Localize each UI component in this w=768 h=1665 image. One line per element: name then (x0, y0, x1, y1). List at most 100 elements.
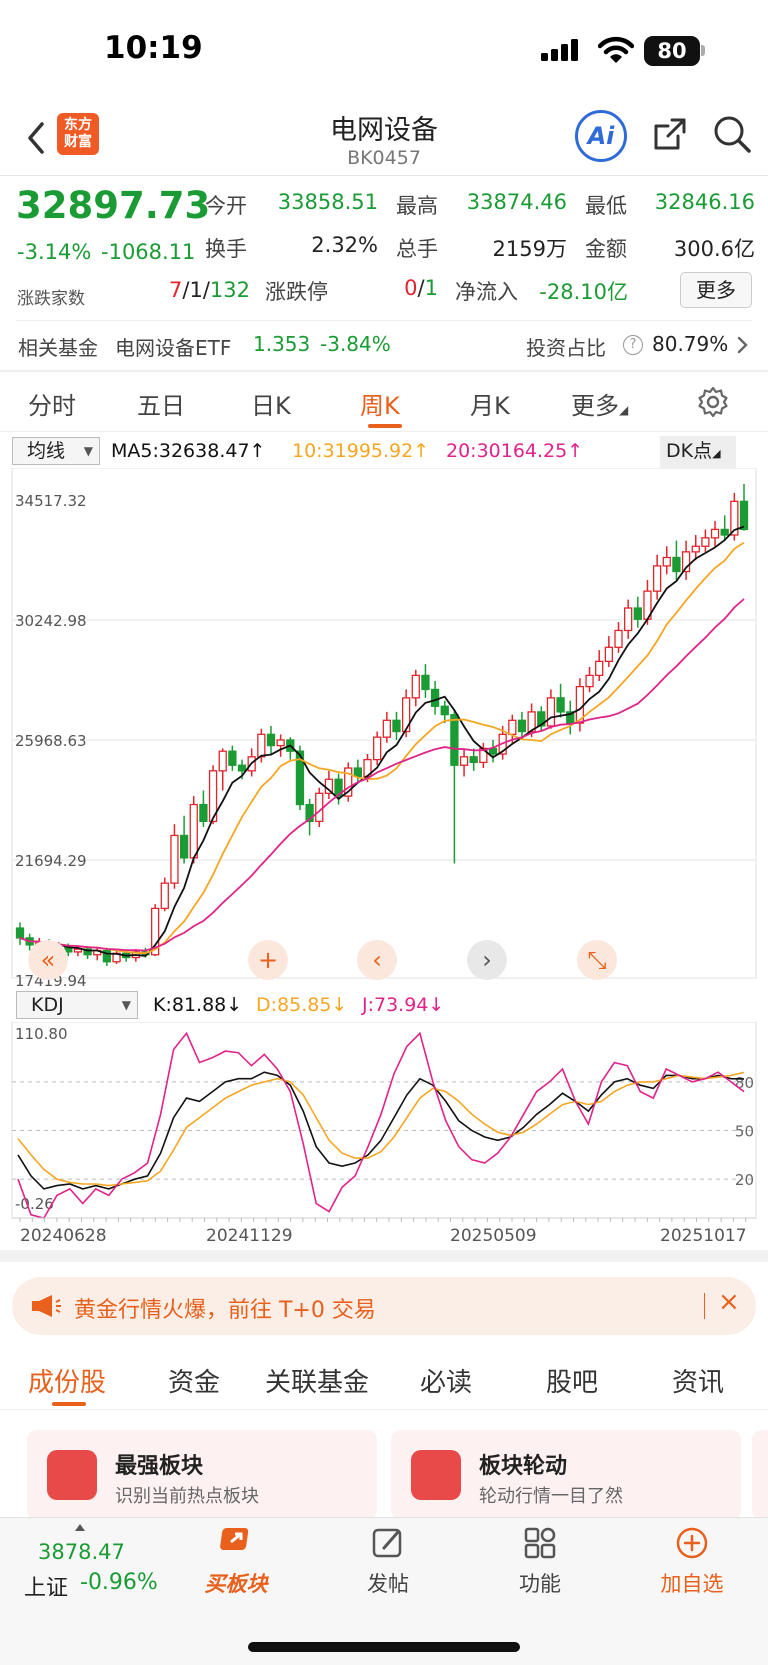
candle-body (237, 764, 247, 772)
inflow-label: 净流入 (455, 280, 518, 304)
expand-up-icon[interactable] (75, 1524, 85, 1531)
ratio-label: 投资占比 (526, 336, 606, 360)
y-tick-label: 34517.32 (15, 492, 87, 510)
tab-must-read[interactable]: 必读 (420, 1368, 473, 1398)
tab-five-day[interactable]: 五日 (137, 392, 185, 420)
post-button[interactable]: 发帖 (328, 1526, 448, 1598)
index-price: 3878.47 (38, 1540, 125, 1564)
related-fund-row[interactable]: 相关基金 电网设备ETF 1.353 -3.84% 投资占比 ? 80.79% (0, 322, 768, 368)
tab-news[interactable]: 资讯 (672, 1368, 725, 1398)
chart-control-button[interactable]: ⤡ (577, 940, 617, 980)
buy-sector-icon (220, 1528, 249, 1550)
candle-body (508, 719, 517, 735)
search-icon[interactable] (712, 114, 752, 154)
current-price: 32897.73 (16, 184, 211, 227)
tab-weekly-k[interactable]: 周K (360, 392, 400, 420)
candle-body (430, 688, 440, 707)
open-value: 33858.51 (277, 190, 378, 214)
tab-more-label: 更多 (571, 392, 619, 420)
tab-forum[interactable]: 股吧 (546, 1368, 599, 1398)
quote-panel: 32897.73 -3.14% -1068.11 涨跌家数 7/1/132 今开… (0, 178, 768, 368)
candle-body (537, 711, 546, 727)
buy-sector-button[interactable]: 买板块 (176, 1526, 296, 1598)
more-button[interactable]: 更多 (680, 272, 752, 308)
card-title: 最强板块 (115, 1454, 204, 1479)
ai-assistant-button[interactable]: Ai (575, 110, 627, 162)
dk-label: DK点 (666, 440, 713, 462)
tab-constituents[interactable]: 成份股 (28, 1368, 107, 1398)
indicator-select-kdj[interactable]: KDJ ▼ (16, 991, 138, 1019)
x-tick-label: 20251017 (660, 1226, 747, 1246)
tab-intraday[interactable]: 分时 (28, 392, 76, 420)
kdj-y-tick-label: 110.80 (15, 1025, 68, 1043)
control-glyph-icon: + (258, 946, 278, 974)
ma10-value: 10:31995.92↑ (292, 440, 430, 462)
bottom-nav-bar: 3878.47 上证 -0.96% 买板块 发帖 功能 (0, 1517, 768, 1665)
add-watchlist-button[interactable]: 加自选 (632, 1526, 752, 1598)
ma20-line (19, 598, 745, 952)
candle-body (189, 803, 198, 859)
y-tick-label: 30242.98 (15, 612, 87, 630)
index-name: 上证 (24, 1576, 69, 1601)
chart-control-button[interactable]: › (467, 940, 507, 980)
next-card-peek (752, 1430, 768, 1520)
share-icon[interactable] (650, 114, 690, 154)
candle-body (170, 834, 179, 884)
gold-promo-banner[interactable]: 黄金行情火爆，前往 T+0 交易 × (12, 1277, 756, 1335)
status-bar: 10:19 80 (0, 0, 768, 100)
candle-body (73, 948, 83, 953)
candle-body (15, 927, 25, 939)
chart-control-button[interactable]: + (248, 940, 288, 980)
control-glyph-icon: › (482, 946, 492, 974)
back-arrow-icon[interactable] (22, 118, 52, 158)
flat-count: 1 (189, 278, 203, 302)
edit-post-icon (372, 1528, 402, 1558)
gear-icon[interactable] (697, 386, 729, 418)
inflow-value: -28.10亿 (539, 280, 628, 304)
close-icon[interactable]: × (718, 1287, 740, 1317)
strongest-sector-card[interactable]: 最强板块 识别当前热点板块 (27, 1430, 377, 1520)
open-label: 今开 (205, 194, 247, 218)
candle-body (604, 646, 614, 663)
control-bg (28, 940, 68, 980)
candle-body (595, 660, 604, 677)
tab-related-funds[interactable]: 关联基金 (265, 1368, 370, 1398)
candle-body (450, 714, 459, 766)
post-label: 发帖 (367, 1572, 409, 1596)
candle-body (720, 528, 729, 536)
section-gap (0, 370, 768, 372)
tab-funds-flow[interactable]: 资金 (168, 1368, 221, 1398)
help-icon[interactable]: ? (623, 335, 643, 355)
status-time: 10:19 (104, 30, 203, 66)
chart-control-button[interactable]: ‹ (357, 940, 397, 980)
tab-more[interactable]: 更多◢ (571, 392, 629, 420)
candle-body (382, 719, 391, 738)
rise-fall-counts: 7/1/132 (169, 278, 250, 302)
candle-body (739, 500, 749, 531)
battery-tip (701, 45, 705, 56)
promo-separator (704, 1293, 705, 1319)
change-amount: -1068.11 (101, 240, 196, 264)
functions-button[interactable]: 功能 (480, 1526, 600, 1598)
candlestick-chart[interactable]: 34517.32 30242.98 25968.63 21694.29 17419.94… (0, 467, 768, 990)
low-label: 最低 (585, 194, 627, 218)
fund-change: -3.84% (320, 332, 391, 356)
indicator-select-ma[interactable]: 均线 ▼ (12, 437, 100, 465)
tab-monthly-k[interactable]: 月K (470, 392, 510, 420)
chart-area[interactable]: 34517.32 30242.98 25968.63 21694.29 17419.94… (0, 467, 768, 990)
kdj-y-tick-label: 80 (735, 1074, 754, 1092)
candle-body (150, 907, 160, 956)
candle-body (179, 834, 189, 859)
candle-body (228, 750, 237, 766)
tab-daily-k[interactable]: 日K (251, 392, 291, 420)
limit-up-count: 0 (404, 276, 418, 300)
chart-control-button[interactable]: « (28, 940, 68, 980)
dk-points-button[interactable]: DK点◢ (660, 436, 736, 468)
candle-body (353, 767, 363, 778)
turnover-value: 2.32% (311, 233, 378, 257)
sector-rotation-card[interactable]: 板块轮动 轮动行情一目了然 (391, 1430, 741, 1520)
sector-rotation-icon (411, 1450, 461, 1500)
change-percent: -3.14% (17, 240, 92, 264)
